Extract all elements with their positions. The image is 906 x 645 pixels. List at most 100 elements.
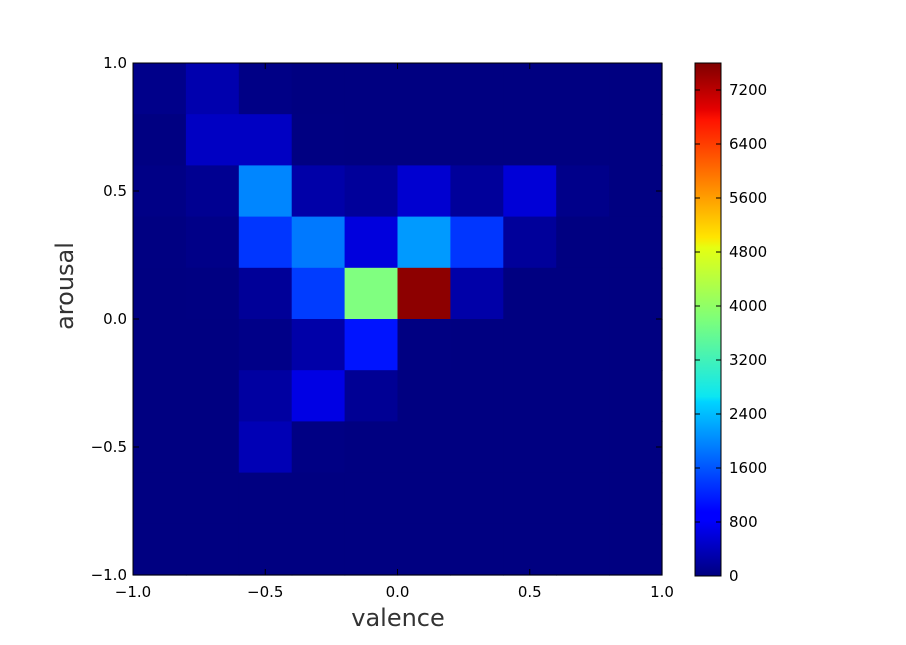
- heatmap-cell: [291, 63, 346, 115]
- heatmap-cell: [556, 523, 610, 576]
- heatmap-cell: [291, 370, 346, 422]
- heatmap-cell: [397, 267, 451, 320]
- heatmap-cell: [503, 165, 557, 218]
- y-tick-label: −0.5: [91, 438, 127, 456]
- heatmap-cell: [503, 216, 557, 269]
- heatmap-cell: [344, 370, 399, 422]
- heatmap-cell: [450, 421, 504, 474]
- heatmap-cell: [609, 165, 663, 218]
- heatmap-cell: [291, 523, 346, 576]
- heatmap-cell: [344, 165, 399, 218]
- y-axis-label: arousal: [51, 242, 79, 330]
- heatmap-cell: [133, 114, 187, 166]
- heatmap-cell: [344, 523, 399, 576]
- heatmap-cell: [450, 472, 504, 525]
- heatmap-cell: [503, 114, 557, 166]
- heatmap-cell: [609, 267, 663, 320]
- heatmap-cell: [133, 319, 187, 371]
- heatmap-cell: [185, 63, 240, 115]
- y-tick-label: 0.5: [103, 182, 127, 200]
- heatmap-cell: [344, 63, 399, 115]
- heatmap-cell: [291, 319, 346, 371]
- heatmap-cell: [397, 472, 451, 525]
- colorbar-tick-label: 2400: [729, 405, 767, 423]
- heatmap-cell: [556, 421, 610, 474]
- heatmap-cell: [609, 370, 663, 422]
- heatmap-cell: [503, 319, 557, 371]
- heatmap-cell: [344, 114, 399, 166]
- heatmap-cell: [133, 216, 187, 269]
- heatmap-cell: [450, 63, 504, 115]
- heatmap-cell: [185, 319, 240, 371]
- heatmap-cell: [344, 421, 399, 474]
- heatmap-cell: [238, 421, 293, 474]
- heatmap-cell: [185, 114, 240, 166]
- heatmap-cell: [397, 523, 451, 576]
- x-tick-label: 0.0: [386, 583, 410, 601]
- heatmap-cell: [609, 216, 663, 269]
- heatmap-cells: [133, 63, 663, 576]
- heatmap-cell: [133, 523, 187, 576]
- y-tick-label: −1.0: [91, 566, 127, 584]
- heatmap-cell: [238, 267, 293, 320]
- heatmap-cell: [503, 63, 557, 115]
- x-axis-label: valence: [351, 604, 445, 632]
- x-tick-label: 1.0: [650, 583, 674, 601]
- heatmap-cell: [133, 472, 187, 525]
- colorbar-tick-label: 0: [729, 567, 739, 585]
- heatmap-cell: [450, 319, 504, 371]
- colorbar-tick-label: 7200: [729, 81, 767, 99]
- heatmap-cell: [609, 114, 663, 166]
- colorbar-tick-label: 4800: [729, 243, 767, 261]
- heatmap-cell: [185, 421, 240, 474]
- heatmap-cell: [503, 267, 557, 320]
- heatmap-cell: [450, 114, 504, 166]
- heatmap-cell: [397, 370, 451, 422]
- heatmap-cell: [450, 370, 504, 422]
- heatmap-cell: [291, 267, 346, 320]
- heatmap-cell: [450, 216, 504, 269]
- heatmap-cell: [238, 370, 293, 422]
- heatmap-cell: [556, 267, 610, 320]
- heatmap-cell: [238, 216, 293, 269]
- heatmap-cell: [450, 165, 504, 218]
- x-tick-label: 0.5: [518, 583, 542, 601]
- heatmap-cell: [185, 370, 240, 422]
- colorbar-tick-label: 5600: [729, 189, 767, 207]
- x-tick-label: −1.0: [115, 583, 151, 601]
- heatmap-cell: [185, 267, 240, 320]
- heatmap-cell: [291, 421, 346, 474]
- heatmap-cell: [609, 319, 663, 371]
- heatmap-cell: [344, 472, 399, 525]
- heatmap-cell: [556, 114, 610, 166]
- heatmap-cell: [556, 472, 610, 525]
- heatmap-cell: [397, 63, 451, 115]
- heatmap-cell: [291, 216, 346, 269]
- heatmap-cell: [185, 523, 240, 576]
- heatmap-cell: [609, 523, 663, 576]
- heatmap-cell: [450, 267, 504, 320]
- heatmap-cell: [503, 523, 557, 576]
- heatmap-cell: [450, 523, 504, 576]
- heatmap-cell: [344, 319, 399, 371]
- heatmap-cell: [133, 370, 187, 422]
- heatmap-cell: [609, 472, 663, 525]
- heatmap-cell: [238, 319, 293, 371]
- x-tick-label: −0.5: [247, 583, 283, 601]
- heatmap-cell: [397, 319, 451, 371]
- heatmap-cell: [133, 165, 187, 218]
- y-tick-label: 0.0: [103, 310, 127, 328]
- heatmap-cell: [238, 472, 293, 525]
- heatmap-cell: [291, 165, 346, 218]
- colorbar-tick-label: 3200: [729, 351, 767, 369]
- heatmap-cell: [556, 63, 610, 115]
- heatmap-cell: [185, 165, 240, 218]
- heatmap-cell: [238, 114, 293, 166]
- heatmap-cell: [291, 114, 346, 166]
- colorbar-axis: 0 800 1600 2400 3200 4000 4800 5600 6400 7200: [695, 81, 767, 585]
- heatmap-cell: [238, 63, 293, 115]
- heatmap-cell: [344, 267, 399, 320]
- y-tick-label: 1.0: [103, 54, 127, 72]
